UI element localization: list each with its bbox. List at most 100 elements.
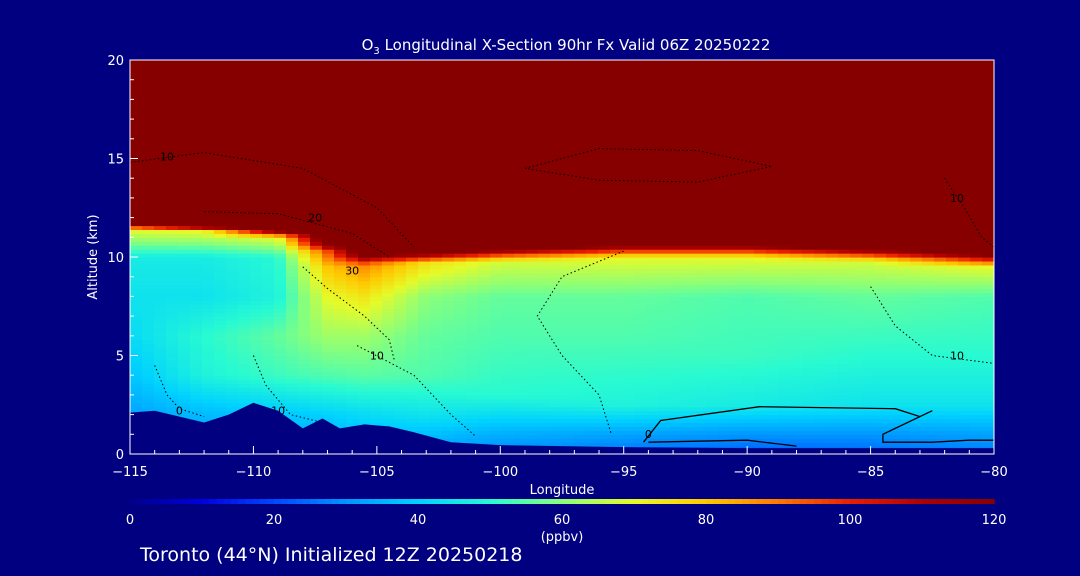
field-cell [682,119,695,124]
field-cell [634,402,647,408]
field-cell [490,186,503,191]
field-cell [382,237,395,242]
field-cell [646,103,659,108]
field-cell [550,209,563,215]
field-cell [298,95,311,100]
field-cell [718,434,731,439]
field-cell [190,308,203,313]
field-cell [154,316,167,321]
field-cell [190,190,203,195]
field-cell [526,178,539,183]
field-cell [562,426,575,431]
field-cell [154,394,167,400]
field-cell [646,79,659,85]
field-cell [322,260,335,266]
field-cell [334,60,347,65]
field-cell [382,166,395,171]
field-cell [442,308,455,313]
field-cell [502,221,515,227]
field-cell [538,213,551,219]
field-cell [346,284,359,290]
field-cell [502,288,515,294]
field-cell [406,237,419,242]
field-cell [478,335,491,341]
field-cell [430,229,443,234]
field-cell [502,186,515,191]
field-cell [466,63,479,69]
field-cell [202,190,215,195]
field-cell [274,190,287,195]
field-cell [142,327,155,333]
field-cell [502,379,515,384]
field-cell [718,284,731,290]
field-cell [178,119,191,124]
field-cell [334,249,347,254]
field-cell [670,304,683,309]
field-cell [346,375,359,380]
field-cell [454,296,467,301]
field-cell [358,154,371,160]
field-cell [262,327,275,333]
field-cell [310,249,323,254]
field-cell [418,249,431,254]
field-cell [634,197,647,203]
field-cell [466,347,479,353]
field-cell [154,335,167,341]
field-cell [382,60,395,65]
field-cell [442,363,455,368]
field-cell [358,383,371,388]
field-cell [286,312,299,317]
field-cell [238,170,251,175]
field-cell [178,383,191,388]
field-cell [466,296,479,301]
field-cell [550,316,563,321]
field-cell [274,359,287,364]
field-cell [586,402,599,408]
field-cell [658,387,671,392]
field-cell [322,138,335,144]
field-cell [718,335,731,341]
field-cell [202,375,215,380]
field-cell [178,308,191,313]
field-cell [550,115,563,120]
field-cell [466,67,479,73]
field-cell [610,111,623,116]
field-cell [298,229,311,234]
field-cell [262,398,275,404]
field-cell [430,331,443,337]
field-cell [634,193,647,199]
field-cell [166,71,179,77]
field-cell [166,170,179,175]
field-cell [166,115,179,120]
field-cell [466,245,479,250]
field-cell [310,205,323,211]
field-cell [190,182,203,187]
ozone-field [130,60,994,454]
field-cell [418,351,431,357]
field-cell [286,154,299,160]
field-cell [430,71,443,77]
field-cell [454,410,467,416]
field-cell [370,186,383,191]
field-cell [478,142,491,148]
field-cell [394,371,407,376]
field-cell [670,402,683,408]
field-cell [214,83,227,89]
field-cell [418,406,431,412]
field-cell [334,229,347,234]
field-cell [142,134,155,140]
field-cell [634,438,647,443]
field-cell [526,205,539,211]
field-cell [682,434,695,439]
field-cell [502,320,515,325]
field-cell [214,107,227,112]
field-cell [502,123,515,128]
field-cell [322,182,335,187]
field-cell [286,355,299,361]
field-cell [550,383,563,388]
field-cell [694,257,707,262]
field-cell [466,142,479,148]
field-cell [250,91,263,97]
field-cell [406,95,419,100]
field-cell [454,406,467,412]
